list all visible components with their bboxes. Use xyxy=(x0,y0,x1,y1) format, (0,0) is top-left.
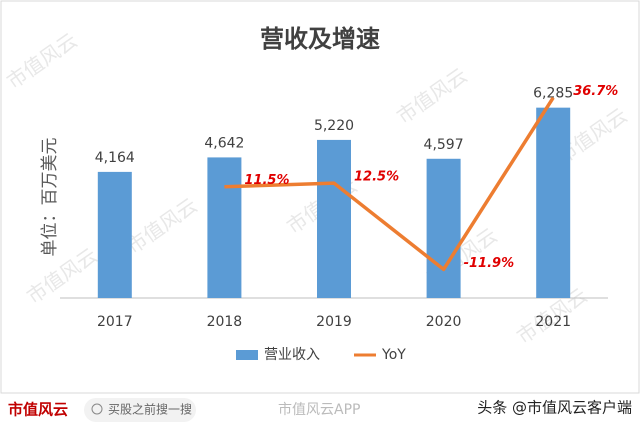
value-label: 12.5% xyxy=(354,170,399,185)
value-label: 11.5% xyxy=(244,173,289,188)
bar xyxy=(536,107,571,298)
x-tick-label: 2019 xyxy=(316,314,352,330)
x-tick-label: 2021 xyxy=(535,314,571,330)
bar xyxy=(426,158,461,298)
search-icon xyxy=(91,403,103,415)
x-tick-label: 2020 xyxy=(426,314,462,330)
bar xyxy=(317,139,351,298)
bar xyxy=(207,157,242,298)
x-tick-label: 2018 xyxy=(207,314,243,330)
search-box[interactable] xyxy=(84,398,196,422)
legend-label: YoY xyxy=(381,347,406,363)
chart-title: 营收及增速 xyxy=(260,25,380,53)
y-axis-label: 单位：百万美元 xyxy=(40,138,60,257)
value-label: 6,285 xyxy=(533,86,573,102)
x-tick-label: 2017 xyxy=(97,314,133,330)
legend-label: 营业收入 xyxy=(264,347,320,363)
value-label: -11.9% xyxy=(464,256,514,271)
footer-logo: 市值风云 xyxy=(8,401,68,419)
footer-source: 头条 @市值风云客户端 xyxy=(477,399,632,417)
value-label: 4,642 xyxy=(204,135,244,151)
value-label: 36.7% xyxy=(573,84,618,99)
footer-app: 市值风云APP xyxy=(278,401,360,418)
value-label: 5,220 xyxy=(314,118,354,134)
bar xyxy=(97,171,132,298)
value-label: 4,164 xyxy=(95,150,135,166)
legend-swatch xyxy=(236,350,258,360)
value-label: 4,597 xyxy=(424,137,464,153)
search-text[interactable]: 买股之前搜一搜 xyxy=(108,402,192,417)
line xyxy=(224,96,555,272)
